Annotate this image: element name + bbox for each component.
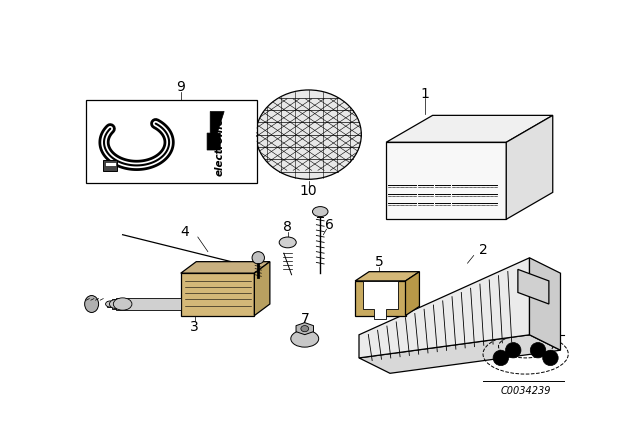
Polygon shape [180, 273, 254, 315]
Polygon shape [355, 271, 419, 281]
Ellipse shape [84, 296, 99, 313]
Circle shape [543, 350, 558, 366]
Polygon shape [112, 299, 177, 309]
Polygon shape [363, 281, 397, 319]
Circle shape [252, 252, 264, 264]
Polygon shape [107, 301, 173, 307]
Polygon shape [518, 269, 549, 304]
Polygon shape [406, 271, 419, 315]
Polygon shape [355, 281, 406, 315]
Ellipse shape [291, 330, 319, 347]
Polygon shape [116, 298, 180, 310]
Polygon shape [386, 116, 553, 142]
Polygon shape [386, 142, 506, 220]
Ellipse shape [113, 298, 132, 310]
Polygon shape [529, 258, 561, 350]
Text: 3: 3 [190, 320, 199, 334]
Text: 2: 2 [479, 243, 488, 257]
Text: 1: 1 [420, 87, 429, 101]
Ellipse shape [279, 237, 296, 248]
Text: 7: 7 [300, 312, 309, 327]
Text: 10: 10 [300, 184, 317, 198]
Polygon shape [359, 258, 529, 358]
Polygon shape [103, 160, 117, 171]
Polygon shape [86, 100, 257, 183]
Circle shape [531, 343, 546, 358]
Text: 4: 4 [180, 225, 189, 239]
Polygon shape [254, 262, 270, 315]
Ellipse shape [106, 301, 115, 307]
Ellipse shape [256, 90, 362, 179]
Polygon shape [180, 262, 270, 273]
Text: C0034239: C0034239 [500, 386, 551, 396]
Polygon shape [105, 162, 116, 166]
Text: 8: 8 [284, 220, 292, 234]
Circle shape [506, 343, 521, 358]
Text: 6: 6 [325, 218, 334, 232]
Polygon shape [506, 116, 553, 220]
Text: 5: 5 [375, 254, 383, 269]
Text: 9: 9 [176, 80, 185, 94]
Polygon shape [296, 323, 314, 335]
Text: electronic!: electronic! [214, 113, 225, 176]
Polygon shape [207, 112, 224, 150]
Ellipse shape [301, 326, 308, 332]
Ellipse shape [312, 207, 328, 217]
Ellipse shape [109, 299, 124, 309]
Circle shape [493, 350, 509, 366]
Polygon shape [359, 335, 561, 373]
